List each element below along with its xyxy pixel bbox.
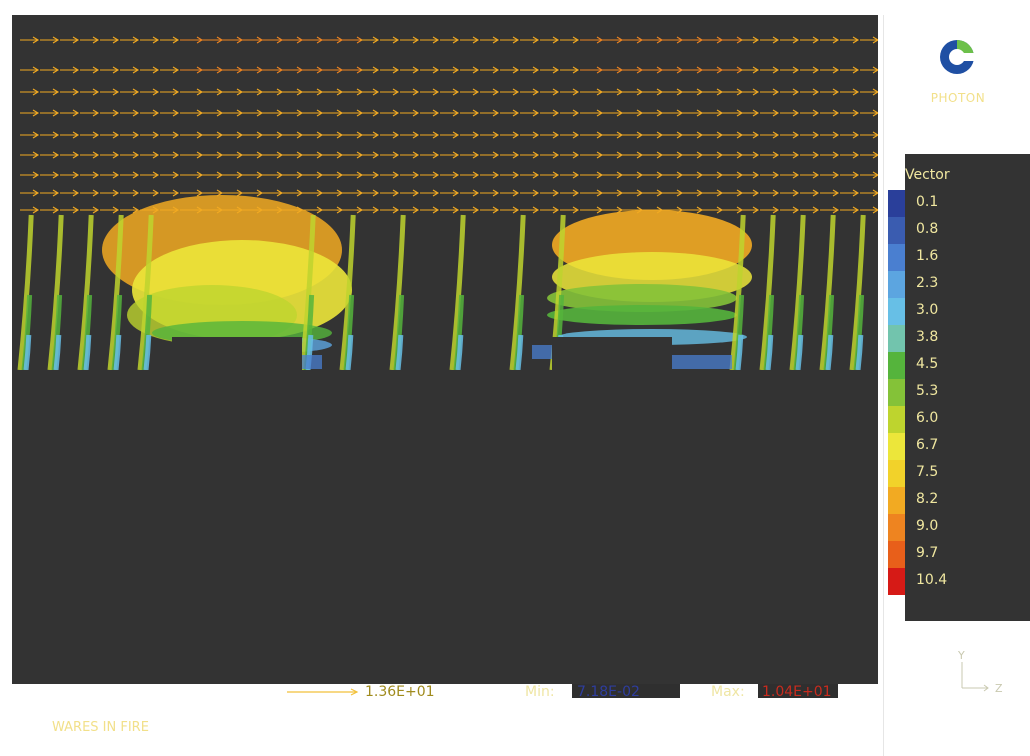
legend-label: 2.3 bbox=[916, 275, 939, 291]
max-value: 1.04E+01 bbox=[762, 684, 832, 700]
legend-swatch bbox=[888, 541, 905, 568]
legend-label: 9.0 bbox=[916, 518, 939, 534]
legend-swatch bbox=[888, 352, 905, 379]
vector-field-plot bbox=[12, 36, 878, 684]
legend-label: 5.3 bbox=[916, 383, 939, 399]
legend-label: 6.0 bbox=[916, 410, 939, 426]
legend-label: 4.5 bbox=[916, 356, 939, 372]
legend-swatch bbox=[888, 325, 905, 352]
legend-swatch bbox=[888, 271, 905, 298]
legend-label: 10.4 bbox=[916, 572, 948, 588]
max-value-box bbox=[758, 684, 838, 698]
brand-label: PHOTON bbox=[930, 91, 986, 105]
legend-label: 8.2 bbox=[916, 491, 939, 507]
legend-swatch bbox=[888, 406, 905, 433]
flow-region bbox=[547, 284, 737, 312]
legend-swatch bbox=[888, 514, 905, 541]
reference-value-box bbox=[360, 684, 480, 698]
photon-logo-icon bbox=[940, 40, 975, 74]
plot-title: WARES IN FIRE bbox=[52, 720, 149, 735]
max-label-box bbox=[680, 684, 758, 698]
axes-orientation-icon: Y Z bbox=[957, 650, 1003, 695]
legend-swatch bbox=[888, 460, 905, 487]
legend-label: 3.8 bbox=[916, 329, 939, 345]
vector-field-viewport[interactable] bbox=[12, 15, 878, 684]
reference-value: 1.36E+01 bbox=[365, 684, 435, 700]
legend-swatch bbox=[888, 217, 905, 244]
max-label: Max: bbox=[711, 684, 745, 700]
reference-arrow-icon bbox=[287, 688, 359, 696]
legend-label: 7.5 bbox=[916, 464, 939, 480]
legend-label: 1.6 bbox=[916, 248, 939, 264]
min-label-box bbox=[480, 684, 572, 698]
legend-title: Vector bbox=[905, 167, 950, 183]
legend-label: 9.7 bbox=[916, 545, 939, 561]
legend-swatch bbox=[888, 487, 905, 514]
legend-swatch bbox=[888, 379, 905, 406]
axis-y-label: Y bbox=[957, 650, 965, 662]
legend-label: 0.8 bbox=[916, 221, 939, 237]
legend-swatch bbox=[888, 433, 905, 460]
legend-swatch bbox=[888, 190, 905, 217]
legend-swatch bbox=[888, 568, 905, 595]
legend-label: 6.7 bbox=[916, 437, 939, 453]
legend-swatch bbox=[888, 298, 905, 325]
color-legend bbox=[905, 154, 1030, 621]
obstacle-block bbox=[172, 337, 302, 375]
min-label: Min: bbox=[525, 684, 555, 700]
min-value-box bbox=[572, 684, 680, 698]
min-value: 7.18E-02 bbox=[577, 684, 640, 700]
legend-swatch bbox=[888, 244, 905, 271]
legend-label: 0.1 bbox=[916, 194, 939, 210]
obstacle-block bbox=[552, 337, 672, 375]
legend-label: 3.0 bbox=[916, 302, 939, 318]
axis-z-label: Z bbox=[995, 682, 1003, 695]
flow-region bbox=[547, 305, 737, 325]
